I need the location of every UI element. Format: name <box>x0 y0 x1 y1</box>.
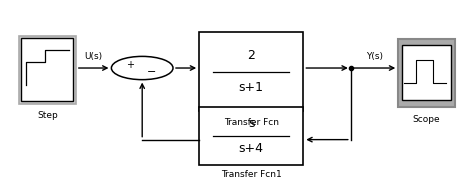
Text: −: − <box>147 67 156 77</box>
Text: Transfer Fcn1: Transfer Fcn1 <box>221 170 282 179</box>
FancyBboxPatch shape <box>199 32 303 111</box>
FancyBboxPatch shape <box>402 45 451 100</box>
FancyBboxPatch shape <box>199 107 303 165</box>
Text: +: + <box>126 60 134 69</box>
Text: s+4: s+4 <box>239 142 264 155</box>
FancyBboxPatch shape <box>21 38 73 101</box>
Text: Y(s): Y(s) <box>366 52 383 61</box>
Text: Step: Step <box>37 111 58 120</box>
Text: 2: 2 <box>247 49 255 62</box>
FancyBboxPatch shape <box>19 36 76 104</box>
Text: U(s): U(s) <box>84 52 103 61</box>
Text: Scope: Scope <box>413 115 440 124</box>
Text: Transfer Fcn: Transfer Fcn <box>224 118 279 127</box>
FancyBboxPatch shape <box>398 39 455 107</box>
Text: s: s <box>248 117 255 130</box>
Text: s+1: s+1 <box>239 81 264 94</box>
